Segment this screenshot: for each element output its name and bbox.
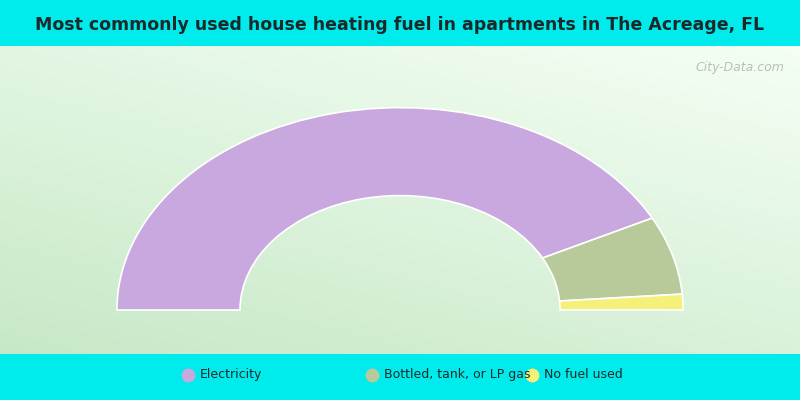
Text: City-Data.com: City-Data.com [696, 61, 785, 74]
Text: Electricity: Electricity [200, 368, 262, 381]
Text: No fuel used: No fuel used [544, 368, 622, 381]
Wedge shape [559, 294, 683, 310]
Text: Bottled, tank, or LP gas: Bottled, tank, or LP gas [384, 368, 530, 381]
Wedge shape [117, 108, 652, 310]
Wedge shape [542, 218, 682, 301]
Text: Most commonly used house heating fuel in apartments in The Acreage, FL: Most commonly used house heating fuel in… [35, 16, 765, 34]
